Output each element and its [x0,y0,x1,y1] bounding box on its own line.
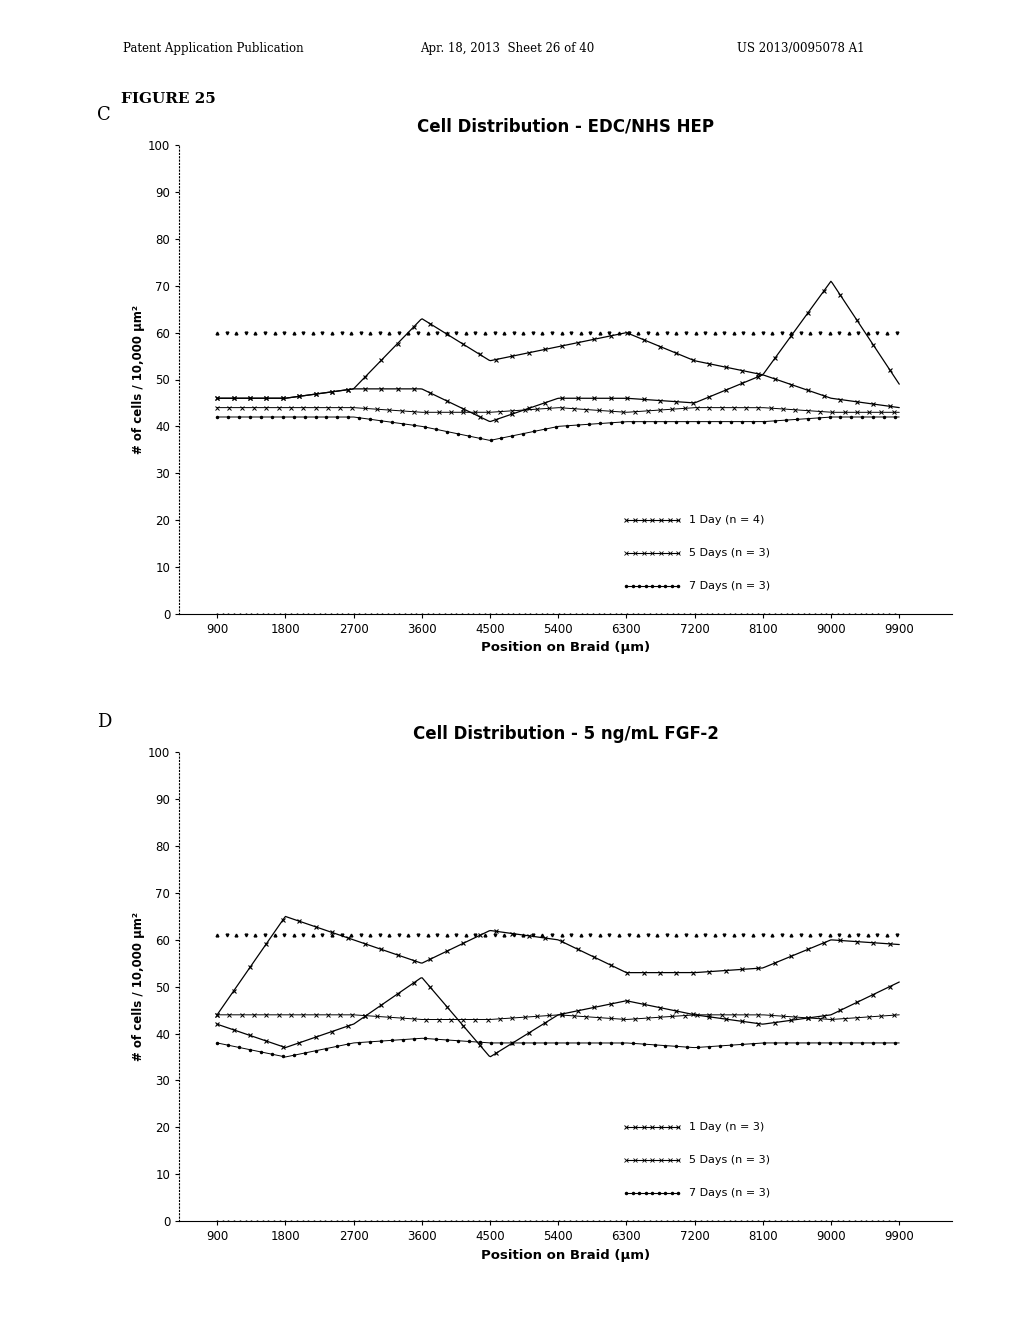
Text: C: C [97,106,111,124]
Text: D: D [97,713,112,731]
X-axis label: Position on Braid (μm): Position on Braid (μm) [481,1249,650,1262]
Text: FIGURE 25: FIGURE 25 [121,92,216,107]
X-axis label: Position on Braid (μm): Position on Braid (μm) [481,642,650,655]
Title: Cell Distribution - 5 ng/mL FGF-2: Cell Distribution - 5 ng/mL FGF-2 [413,725,719,743]
Text: US 2013/0095078 A1: US 2013/0095078 A1 [737,42,865,55]
Text: 5 Days (n = 3): 5 Days (n = 3) [688,548,770,558]
Y-axis label: # of cells / 10,000 μm²: # of cells / 10,000 μm² [132,305,145,454]
Y-axis label: # of cells / 10,000 μm²: # of cells / 10,000 μm² [132,912,145,1061]
Text: 5 Days (n = 3): 5 Days (n = 3) [688,1155,770,1166]
Text: Patent Application Publication: Patent Application Publication [123,42,303,55]
Text: 1 Day (n = 4): 1 Day (n = 4) [688,515,764,525]
Text: 7 Days (n = 3): 7 Days (n = 3) [688,1188,770,1197]
Title: Cell Distribution - EDC/NHS HEP: Cell Distribution - EDC/NHS HEP [417,117,715,136]
Text: 7 Days (n = 3): 7 Days (n = 3) [688,581,770,590]
Text: Apr. 18, 2013  Sheet 26 of 40: Apr. 18, 2013 Sheet 26 of 40 [420,42,594,55]
Text: 1 Day (n = 3): 1 Day (n = 3) [688,1122,764,1133]
